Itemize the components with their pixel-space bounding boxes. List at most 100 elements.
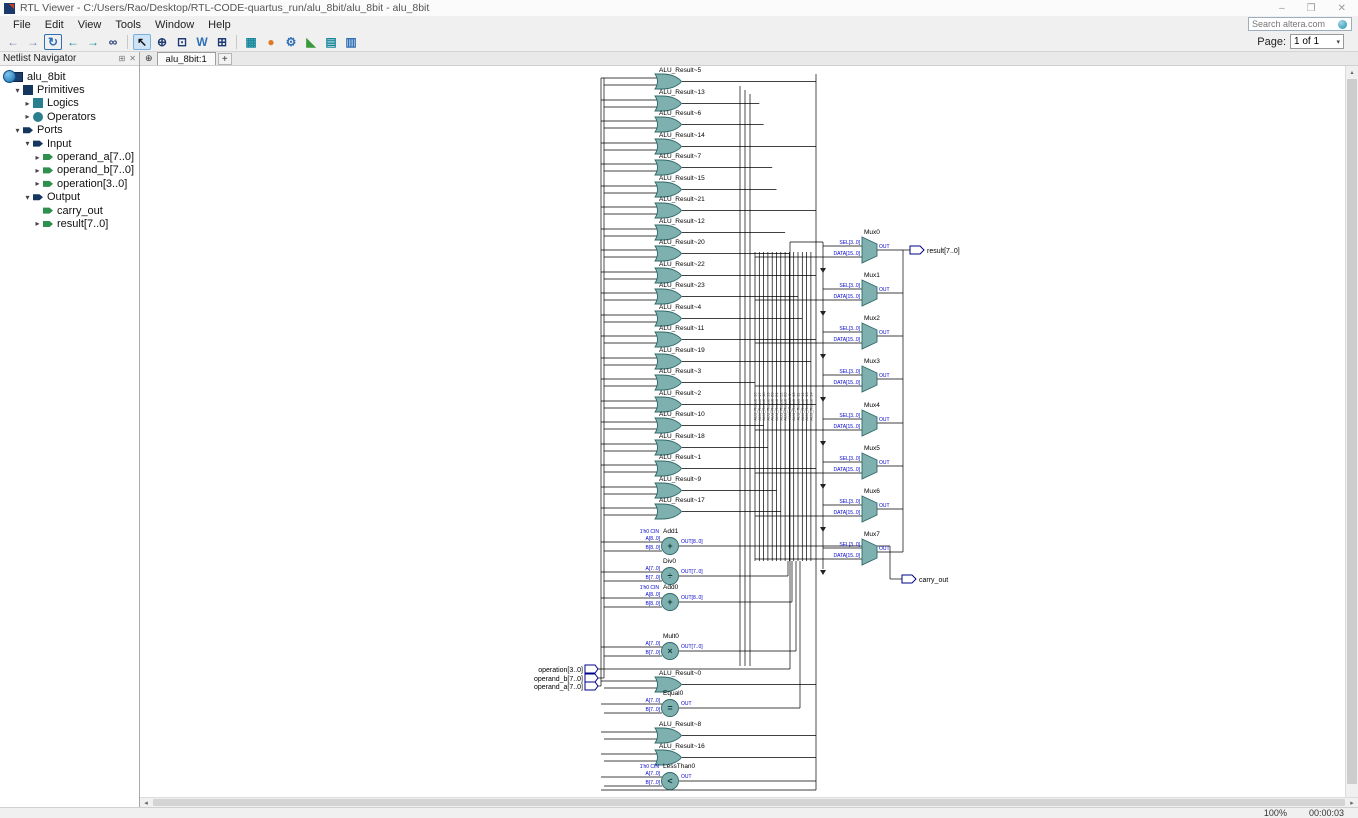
new-tab-button[interactable]: +	[217, 53, 232, 65]
mux-Mux1[interactable]	[861, 279, 878, 307]
expand-icon[interactable]: ▸	[35, 152, 40, 162]
filter-icon[interactable]: ◣	[306, 34, 316, 49]
dock-icon[interactable]: ⊞	[118, 54, 126, 63]
mux-Mux2[interactable]	[861, 322, 878, 350]
collapse-icon[interactable]: ▾	[25, 139, 30, 149]
gate-ALU_Result~22[interactable]	[654, 267, 683, 284]
select-tool-icon[interactable]: ↖	[133, 33, 151, 50]
menu-edit[interactable]: Edit	[44, 19, 64, 31]
next-view-icon[interactable]: →	[87, 34, 99, 49]
prev-view-icon[interactable]: ←	[67, 34, 79, 49]
gate-ALU_Result~3[interactable]	[654, 374, 683, 391]
gate-ALU_Result~13[interactable]	[654, 95, 683, 112]
search-go-icon[interactable]	[1338, 19, 1347, 29]
tree-item-operation30[interactable]: ▸ operation[3..0]	[0, 177, 139, 190]
gate-ALU_Result~16[interactable]	[654, 749, 683, 766]
operator-Mult0[interactable]	[661, 642, 679, 660]
operator-Equal0[interactable]	[661, 699, 679, 717]
refresh-netlist-icon[interactable]: ↻	[44, 33, 62, 50]
tree-item-operand_b70[interactable]: ▸ operand_b[7..0]	[0, 164, 139, 177]
gate-ALU_Result~0[interactable]	[654, 676, 683, 693]
mux-Mux0[interactable]	[861, 236, 878, 264]
find-icon[interactable]: ∞	[108, 34, 118, 49]
tree-item-Output[interactable]: ▾ Output	[0, 191, 139, 204]
tab-alu-8bit[interactable]: alu_8bit:1	[156, 52, 216, 65]
gate-ALU_Result~14[interactable]	[654, 138, 683, 155]
gate-ALU_Result~8[interactable]	[654, 727, 683, 744]
tree-item-Primitives[interactable]: ▾ Primitives	[0, 83, 139, 96]
vertical-scroll-thumb[interactable]	[1347, 79, 1357, 784]
export-icon[interactable]: ▥	[345, 34, 357, 49]
tree-item-result70[interactable]: ▸ result[7..0]	[0, 217, 139, 230]
tree-item-Ports[interactable]: ▾ Ports	[0, 124, 139, 137]
scroll-right-icon[interactable]: ▸	[1350, 799, 1354, 807]
back-icon[interactable]: ←	[7, 34, 19, 49]
operator-Add1[interactable]	[661, 537, 679, 555]
horizontal-scrollbar[interactable]: ◂ ▸	[140, 797, 1358, 807]
input-port-operand_b70[interactable]	[584, 673, 599, 683]
forward-icon[interactable]: →	[27, 34, 39, 49]
page-select[interactable]: 1 of 1 ▾	[1290, 34, 1344, 49]
input-port-operation30[interactable]	[584, 664, 599, 674]
menu-file[interactable]: File	[13, 19, 31, 31]
operator-Div0[interactable]	[661, 567, 679, 585]
collapse-icon[interactable]: ▾	[25, 192, 30, 202]
tree-item-carry_out[interactable]: carry_out	[0, 204, 139, 217]
hierarchy-icon[interactable]: ▦	[245, 34, 257, 49]
netlist-report-icon[interactable]: ▤	[325, 34, 337, 49]
web-icon[interactable]: ●	[267, 34, 275, 49]
operator-Add0[interactable]	[661, 593, 679, 611]
gate-ALU_Result~15[interactable]	[654, 181, 683, 198]
gate-ALU_Result~12[interactable]	[654, 224, 683, 241]
quartus-bubble-icon[interactable]	[3, 70, 16, 83]
gate-ALU_Result~21[interactable]	[654, 202, 683, 219]
mux-Mux4[interactable]	[861, 409, 878, 437]
tree-item-Logics[interactable]: ▸ Logics	[0, 97, 139, 110]
gate-ALU_Result~20[interactable]	[654, 245, 683, 262]
mux-Mux5[interactable]	[861, 452, 878, 480]
tree-item-alu_8bit[interactable]: ▾alu_8bit	[0, 70, 139, 83]
gate-ALU_Result~1[interactable]	[654, 460, 683, 477]
tree-item-operand_a70[interactable]: ▸ operand_a[7..0]	[0, 150, 139, 163]
close-button[interactable]: ✕	[1337, 2, 1346, 14]
settings-icon[interactable]: ⚙	[285, 34, 297, 49]
collapse-icon[interactable]: ▾	[15, 125, 20, 135]
mux-Mux6[interactable]	[861, 495, 878, 523]
hand-tool-icon[interactable]: W	[196, 34, 208, 49]
input-port-operand_a70[interactable]	[584, 681, 599, 691]
search-input[interactable]	[1249, 19, 1337, 29]
gate-ALU_Result~23[interactable]	[654, 288, 683, 305]
vertical-scrollbar[interactable]: ▴	[1345, 66, 1358, 797]
gate-ALU_Result~2[interactable]	[654, 396, 683, 413]
fit-view-icon[interactable]: ⊡	[176, 34, 188, 49]
gate-ALU_Result~6[interactable]	[654, 116, 683, 133]
schematic-canvas[interactable]: ALU_Result~16 ALU_Result~17 ALU_Result~18 A…	[140, 66, 1345, 797]
minimize-button[interactable]: –	[1279, 2, 1285, 14]
scroll-up-icon[interactable]: ▴	[1350, 69, 1354, 76]
mux-Mux3[interactable]	[861, 365, 878, 393]
output-port-carry_out[interactable]	[901, 574, 917, 584]
operator-LessThan0[interactable]	[661, 772, 679, 790]
tree-item-Operators[interactable]: ▸ Operators	[0, 110, 139, 123]
zoom-selection-icon[interactable]: ⊞	[216, 34, 228, 49]
gate-ALU_Result~17[interactable]	[654, 503, 683, 520]
zoom-tool-icon[interactable]: ⊕	[156, 34, 168, 49]
expand-icon[interactable]: ▸	[35, 165, 40, 175]
scroll-left-icon[interactable]: ◂	[144, 799, 148, 807]
menu-window[interactable]: Window	[155, 19, 195, 31]
menu-view[interactable]: View	[77, 19, 102, 31]
output-port-result70[interactable]	[909, 245, 925, 255]
horizontal-scroll-thumb[interactable]	[153, 799, 1345, 806]
expand-icon[interactable]: ▸	[35, 179, 40, 189]
gate-ALU_Result~5[interactable]	[654, 73, 683, 90]
collapse-icon[interactable]: ▾	[15, 85, 20, 95]
maximize-button[interactable]: ❐	[1306, 2, 1316, 14]
tree-item-Input[interactable]: ▾ Input	[0, 137, 139, 150]
gate-ALU_Result~19[interactable]	[654, 353, 683, 370]
mux-Mux7[interactable]	[861, 538, 878, 566]
gate-ALU_Result~11[interactable]	[654, 331, 683, 348]
close-panel-icon[interactable]: ✕	[129, 54, 136, 63]
gate-ALU_Result~10[interactable]	[654, 417, 683, 434]
gate-ALU_Result~4[interactable]	[654, 310, 683, 327]
menu-tools[interactable]: Tools	[115, 19, 142, 31]
